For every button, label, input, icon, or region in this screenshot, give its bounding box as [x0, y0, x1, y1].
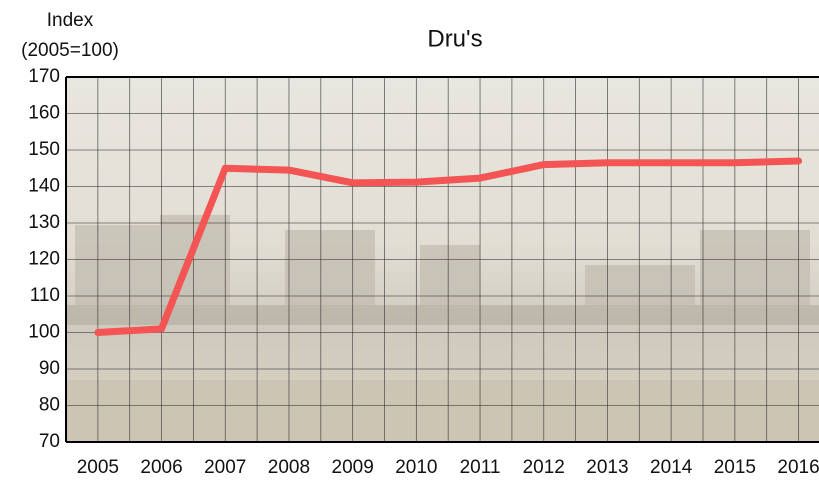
y-tick-label: 80 [39, 395, 60, 416]
y-axis-label: Index [47, 10, 94, 31]
x-tick-label: 2012 [523, 457, 565, 478]
x-tick-label: 2013 [586, 457, 628, 478]
y-tick-label: 120 [28, 249, 60, 270]
chart: Index (2005=100) Dru's 70 80 90 100 110 120 13… [0, 0, 819, 483]
y-tick-label: 160 [28, 103, 60, 124]
x-tick-label: 2015 [714, 457, 756, 478]
y-tick-label: 140 [28, 176, 60, 197]
y-tick-label: 90 [39, 358, 60, 379]
x-tick-label: 2016 [777, 457, 819, 478]
y-tick-label: 110 [30, 285, 60, 306]
y-tick-label: 100 [28, 322, 60, 343]
y-tick-label: 130 [28, 212, 60, 233]
y-axis-label: (2005=100) [21, 40, 119, 61]
page: {"chart_data": {"type": "line", "title":… [0, 0, 819, 483]
chart-title: Dru's [427, 25, 482, 52]
x-tick-label: 2010 [395, 457, 437, 478]
x-tick-label: 2006 [140, 457, 182, 478]
x-tick-label: 2008 [268, 457, 310, 478]
x-tick-label: 2007 [204, 457, 246, 478]
y-tick-label: 150 [28, 139, 60, 160]
y-tick-label: 70 [39, 431, 60, 452]
x-tick-label: 2005 [77, 457, 119, 478]
x-tick-label: 2009 [332, 457, 374, 478]
y-tick-label: 170 [28, 66, 60, 87]
x-tick-label: 2011 [460, 457, 501, 478]
x-tick-label: 2014 [650, 457, 693, 478]
